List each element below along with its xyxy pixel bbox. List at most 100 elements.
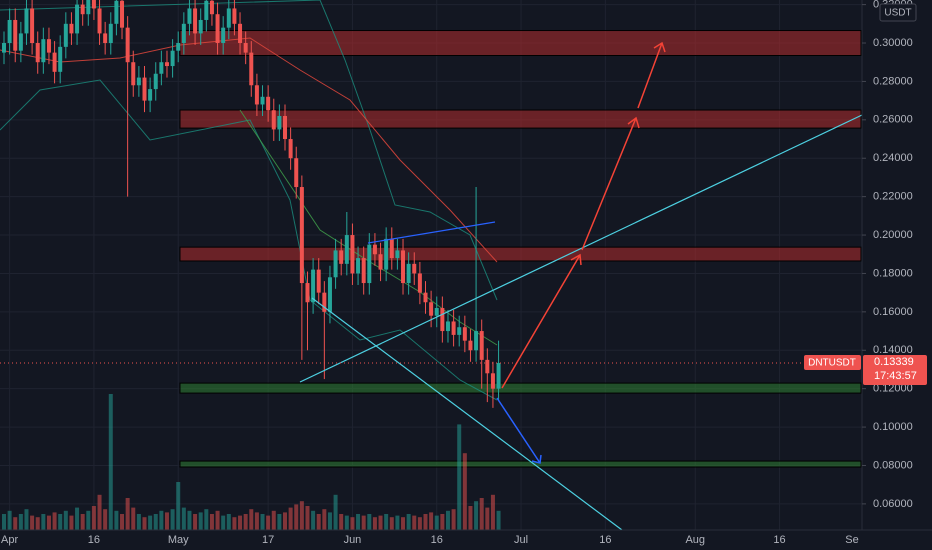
currency: USDT — [884, 8, 911, 19]
volume-bar — [479, 498, 484, 530]
volume-bar — [344, 515, 349, 530]
candle-body — [372, 244, 377, 255]
volume-bar — [485, 507, 490, 530]
y-tick-label: 0.06000 — [873, 498, 913, 510]
x-tick-label: Aug — [685, 534, 705, 546]
candle-body — [249, 52, 254, 86]
candle-body — [266, 96, 271, 111]
volume-bar — [468, 506, 473, 530]
candle-body — [451, 321, 456, 335]
zones — [179, 30, 862, 468]
volume-bar — [232, 517, 237, 530]
y-tick-label: 0.16000 — [873, 306, 913, 318]
volume-bar — [2, 514, 6, 530]
volume-bar — [417, 517, 422, 530]
candle-body — [131, 62, 136, 86]
volume-bar — [445, 510, 450, 530]
y-tick-label: 0.10000 — [873, 421, 913, 433]
volume-bar — [125, 498, 130, 530]
candle-body — [13, 19, 18, 51]
candle-body — [406, 263, 411, 284]
volume-bar — [254, 512, 259, 530]
candle-body — [18, 33, 23, 51]
candle-body — [35, 43, 40, 63]
candle-body — [440, 308, 445, 332]
candle-body — [434, 308, 439, 316]
candles — [2, 0, 501, 408]
candle-body — [103, 33, 108, 44]
volume-bar — [187, 510, 192, 530]
volume-bar — [159, 510, 164, 530]
volume-bar — [221, 515, 226, 530]
zone — [179, 460, 862, 468]
volume-bar — [429, 512, 434, 530]
price-box — [863, 354, 927, 385]
candle-body — [58, 46, 63, 72]
candle-body — [221, 27, 226, 44]
x-tick-label: Apr — [1, 534, 18, 546]
candle-body — [327, 277, 332, 312]
volume-bar — [86, 510, 91, 530]
candle-body — [114, 0, 119, 24]
zone — [179, 30, 862, 56]
x-tick-label: Se — [845, 534, 858, 546]
volume-bar — [457, 424, 462, 530]
arrow-up — [501, 41, 666, 389]
candle-body — [215, 14, 220, 44]
candle-body — [80, 4, 85, 15]
volume-bar — [356, 514, 361, 530]
zone — [179, 109, 862, 129]
candle-body — [389, 238, 394, 259]
candle-body — [142, 77, 147, 101]
candle-body — [120, 0, 125, 28]
volume-bar — [75, 507, 80, 530]
volume-bar — [80, 514, 85, 530]
volume-bar — [209, 514, 214, 530]
candle-body — [209, 0, 214, 15]
y-tick-label: 0.20000 — [873, 229, 913, 241]
candle-body — [63, 23, 68, 47]
candle-body — [125, 27, 130, 63]
candle-body — [457, 327, 462, 335]
volume-bar — [41, 514, 46, 530]
candle-body — [294, 158, 299, 188]
x-tick-label: 16 — [599, 534, 611, 546]
candle-body — [271, 110, 276, 130]
candle-body — [490, 373, 495, 389]
candle-body — [193, 8, 198, 34]
volume-bar — [367, 514, 372, 530]
candle-body — [445, 321, 450, 332]
volume-bar — [131, 507, 136, 530]
y-tick-label: 0.08000 — [873, 459, 913, 471]
volume-bar — [294, 504, 299, 530]
candle-body — [344, 235, 349, 264]
candle-body — [86, 0, 91, 15]
candle-body — [254, 85, 259, 105]
arrow-down — [496, 397, 542, 464]
volume-bar — [91, 506, 96, 530]
y-tick-label: 0.24000 — [873, 152, 913, 164]
volume — [2, 394, 501, 530]
volume-bar — [198, 512, 203, 530]
volume-bar — [153, 514, 158, 530]
volume-bar — [226, 514, 231, 530]
candle-body — [24, 8, 29, 34]
volume-bar — [238, 515, 243, 530]
last-price: 0.13339 — [874, 356, 914, 368]
volume-bar — [30, 515, 35, 530]
candle-body — [479, 331, 484, 360]
candle-body — [339, 250, 344, 264]
candle-body — [423, 292, 428, 303]
band-lower — [0, 79, 498, 401]
volume-bar — [277, 514, 282, 530]
candle-body — [170, 50, 175, 67]
volume-bar — [24, 509, 29, 530]
candle-body — [52, 52, 57, 72]
volume-bar — [97, 494, 102, 530]
candle-body — [97, 8, 102, 34]
x-tick-label: Jun — [344, 534, 362, 546]
candle-body — [288, 139, 293, 159]
candle-body — [361, 258, 366, 284]
volume-bar — [401, 517, 406, 530]
